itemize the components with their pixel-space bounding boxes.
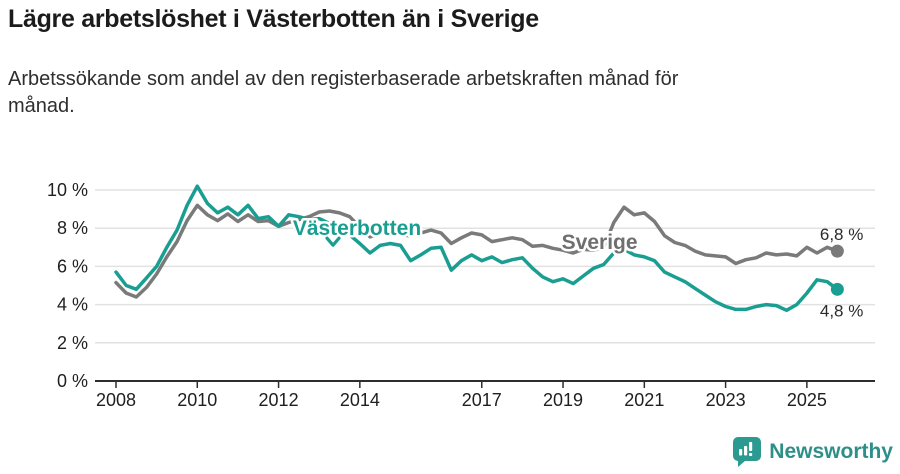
y-axis-tick-label: 8 %	[57, 218, 88, 238]
exclamation-bar	[749, 442, 753, 451]
y-axis-tick-label: 0 %	[57, 371, 88, 391]
bar-small	[739, 449, 743, 456]
y-axis-tick-label: 6 %	[57, 256, 88, 276]
newsworthy-logo-text: Newsworthy	[769, 440, 893, 463]
end-dot-västerbotten	[830, 282, 844, 296]
x-axis-tick-label: 2012	[259, 390, 299, 410]
subtitle-line-2: månad.	[8, 95, 75, 117]
newsworthy-logo[interactable]: Newsworthy	[732, 436, 893, 468]
series-line-västerbotten	[114, 184, 840, 313]
x-axis-tick-label: 2014	[340, 390, 380, 410]
y-axis-tick-label: 4 %	[57, 295, 88, 315]
end-dot-sverige	[830, 244, 844, 258]
chevron-down-icon	[325, 236, 341, 247]
series-label-västerbotten: Västerbotten	[293, 217, 421, 240]
x-axis-tick-label: 2017	[462, 390, 502, 410]
series-label-sverige: Sverige	[562, 231, 638, 254]
newsworthy-logo-icon	[733, 437, 762, 467]
x-axis-tick-label: 2019	[543, 390, 583, 410]
bar-medium	[744, 446, 748, 456]
subtitle-line-1: Arbetssökande som andel av den registerb…	[8, 68, 679, 90]
series-line-sverige	[114, 203, 840, 299]
end-value-label-sverige: 6,8 %	[820, 225, 863, 244]
x-axis-tick-label: 2021	[624, 390, 664, 410]
end-value-label-västerbotten: 4,8 %	[820, 301, 863, 320]
x-axis-tick-label: 2023	[706, 390, 746, 410]
x-axis-tick-label: 2025	[787, 390, 827, 410]
y-axis-tick-label: 10 %	[47, 180, 88, 200]
x-axis-tick-label: 2010	[177, 390, 217, 410]
y-axis-tick-label: 2 %	[57, 333, 88, 353]
page-subtitle: Arbetssökande som andel av den registerb…	[8, 66, 678, 120]
exclamation-dot	[749, 453, 753, 456]
page-title: Lägre arbetslöshet i Västerbotten än i S…	[8, 5, 539, 33]
x-axis-tick-label: 2008	[96, 390, 136, 410]
